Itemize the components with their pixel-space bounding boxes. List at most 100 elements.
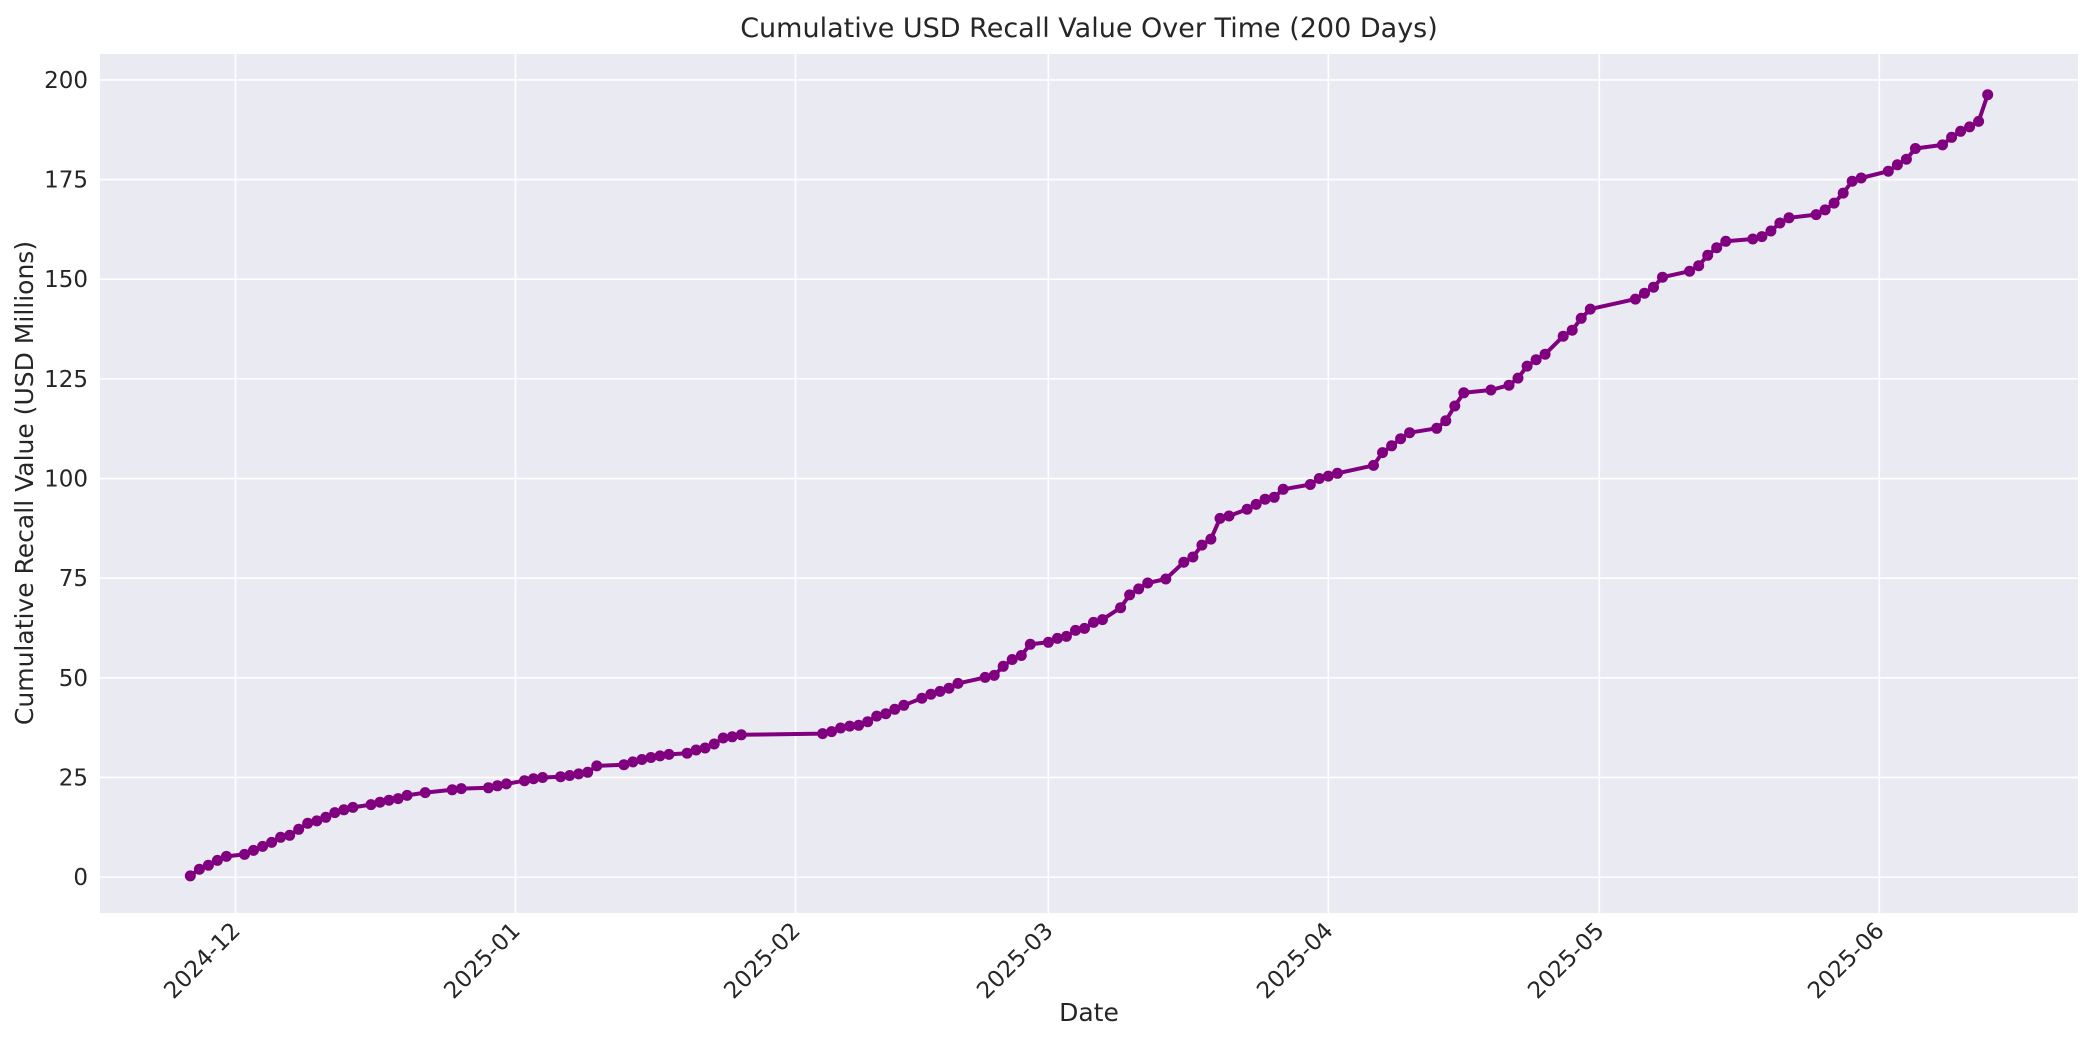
data-point: [1142, 577, 1154, 589]
data-point: [1909, 143, 1921, 154]
data-point: [573, 768, 585, 780]
x-tick-label: 2025-05: [1523, 918, 1609, 1004]
data-point: [365, 799, 377, 811]
data-point: [681, 747, 693, 759]
data-point: [1223, 510, 1235, 522]
data-point: [654, 750, 666, 762]
data-point: [1214, 512, 1226, 524]
y-axis-ticks: 0 25 50 75 100 125 150 175 200: [44, 68, 88, 891]
data-point: [1133, 583, 1145, 595]
data-point: [1774, 217, 1786, 229]
data-point: [1747, 233, 1759, 245]
data-point: [1277, 483, 1289, 495]
data-point: [1693, 260, 1705, 272]
data-point: [997, 660, 1009, 672]
x-axis-ticks: 2024-12 2025-01 2025-02 2025-03 2025-04 2025-…: [159, 918, 1889, 1004]
data-point: [1530, 354, 1542, 366]
data-point: [1946, 131, 1958, 143]
data-point: [482, 782, 494, 794]
data-point: [284, 829, 296, 841]
data-point: [1449, 400, 1461, 412]
data-point: [1657, 271, 1668, 283]
data-point: [1160, 573, 1172, 585]
data-point: [1006, 654, 1018, 665]
x-tick-label: 2025-02: [719, 918, 805, 1004]
y-tick-label: 150: [44, 267, 88, 293]
data-point: [1331, 467, 1343, 479]
data-point: [1124, 589, 1136, 601]
data-point: [338, 804, 350, 816]
data-point: [636, 754, 648, 765]
data-point: [708, 738, 720, 750]
data-point: [555, 771, 567, 783]
data-series: [184, 89, 1994, 882]
data-point: [1178, 556, 1190, 568]
data-point: [1431, 422, 1443, 434]
data-point: [916, 692, 928, 704]
data-point: [1196, 539, 1208, 551]
y-tick-label: 25: [59, 765, 88, 791]
chart-title: Cumulative USD Recall Value Over Time (2…: [740, 13, 1438, 44]
data-point: [1891, 159, 1903, 171]
y-tick-label: 50: [59, 666, 88, 692]
y-tick-label: 0: [73, 865, 88, 891]
data-point: [1855, 172, 1867, 184]
data-point: [519, 775, 530, 787]
data-point: [1079, 622, 1090, 634]
data-point: [1575, 312, 1587, 324]
data-point: [1982, 89, 1994, 101]
plot-area: [100, 54, 2078, 913]
data-point: [1322, 470, 1334, 482]
data-point: [880, 708, 892, 720]
data-point: [988, 669, 1000, 681]
data-point: [952, 677, 964, 689]
data-point: [1720, 235, 1732, 247]
x-tick-label: 2025-01: [439, 918, 525, 1004]
data-point: [1259, 493, 1271, 505]
data-point: [1060, 630, 1072, 642]
data-point: [1485, 384, 1497, 396]
data-point: [1521, 360, 1533, 372]
data-point: [1024, 638, 1036, 650]
data-point: [835, 722, 847, 734]
data-point: [1819, 204, 1831, 216]
data-point: [934, 685, 946, 697]
data-point: [1313, 473, 1325, 484]
data-point: [392, 793, 404, 805]
data-point: [1268, 491, 1280, 503]
data-point: [1250, 498, 1262, 510]
data-point: [401, 789, 413, 801]
data-point: [1783, 212, 1795, 224]
data-point: [1241, 503, 1253, 515]
data-point: [1386, 440, 1398, 452]
data-point: [1015, 650, 1027, 661]
data-point: [302, 817, 314, 829]
data-point: [582, 766, 594, 778]
data-point: [383, 794, 395, 806]
data-point: [979, 671, 991, 683]
data-point: [537, 772, 549, 783]
data-point: [1115, 602, 1127, 614]
data-point: [275, 831, 287, 843]
data-point: [1566, 324, 1578, 336]
data-point: [1828, 197, 1840, 209]
data-point: [735, 729, 747, 741]
data-point: [1377, 447, 1388, 459]
data-point: [1584, 303, 1596, 315]
data-point: [1955, 125, 1967, 137]
data-point: [1440, 415, 1452, 427]
data-point: [329, 807, 341, 819]
data-point: [500, 778, 512, 790]
data-point: [1973, 115, 1985, 127]
data-point: [1512, 372, 1524, 384]
y-tick-label: 100: [44, 467, 88, 493]
data-point: [1404, 427, 1416, 439]
data-point: [1042, 636, 1054, 648]
x-tick-label: 2025-06: [1803, 918, 1889, 1004]
data-point: [202, 859, 214, 871]
data-point: [455, 783, 467, 795]
data-point: [1458, 387, 1470, 399]
data-point: [184, 870, 196, 882]
data-point: [862, 716, 874, 728]
